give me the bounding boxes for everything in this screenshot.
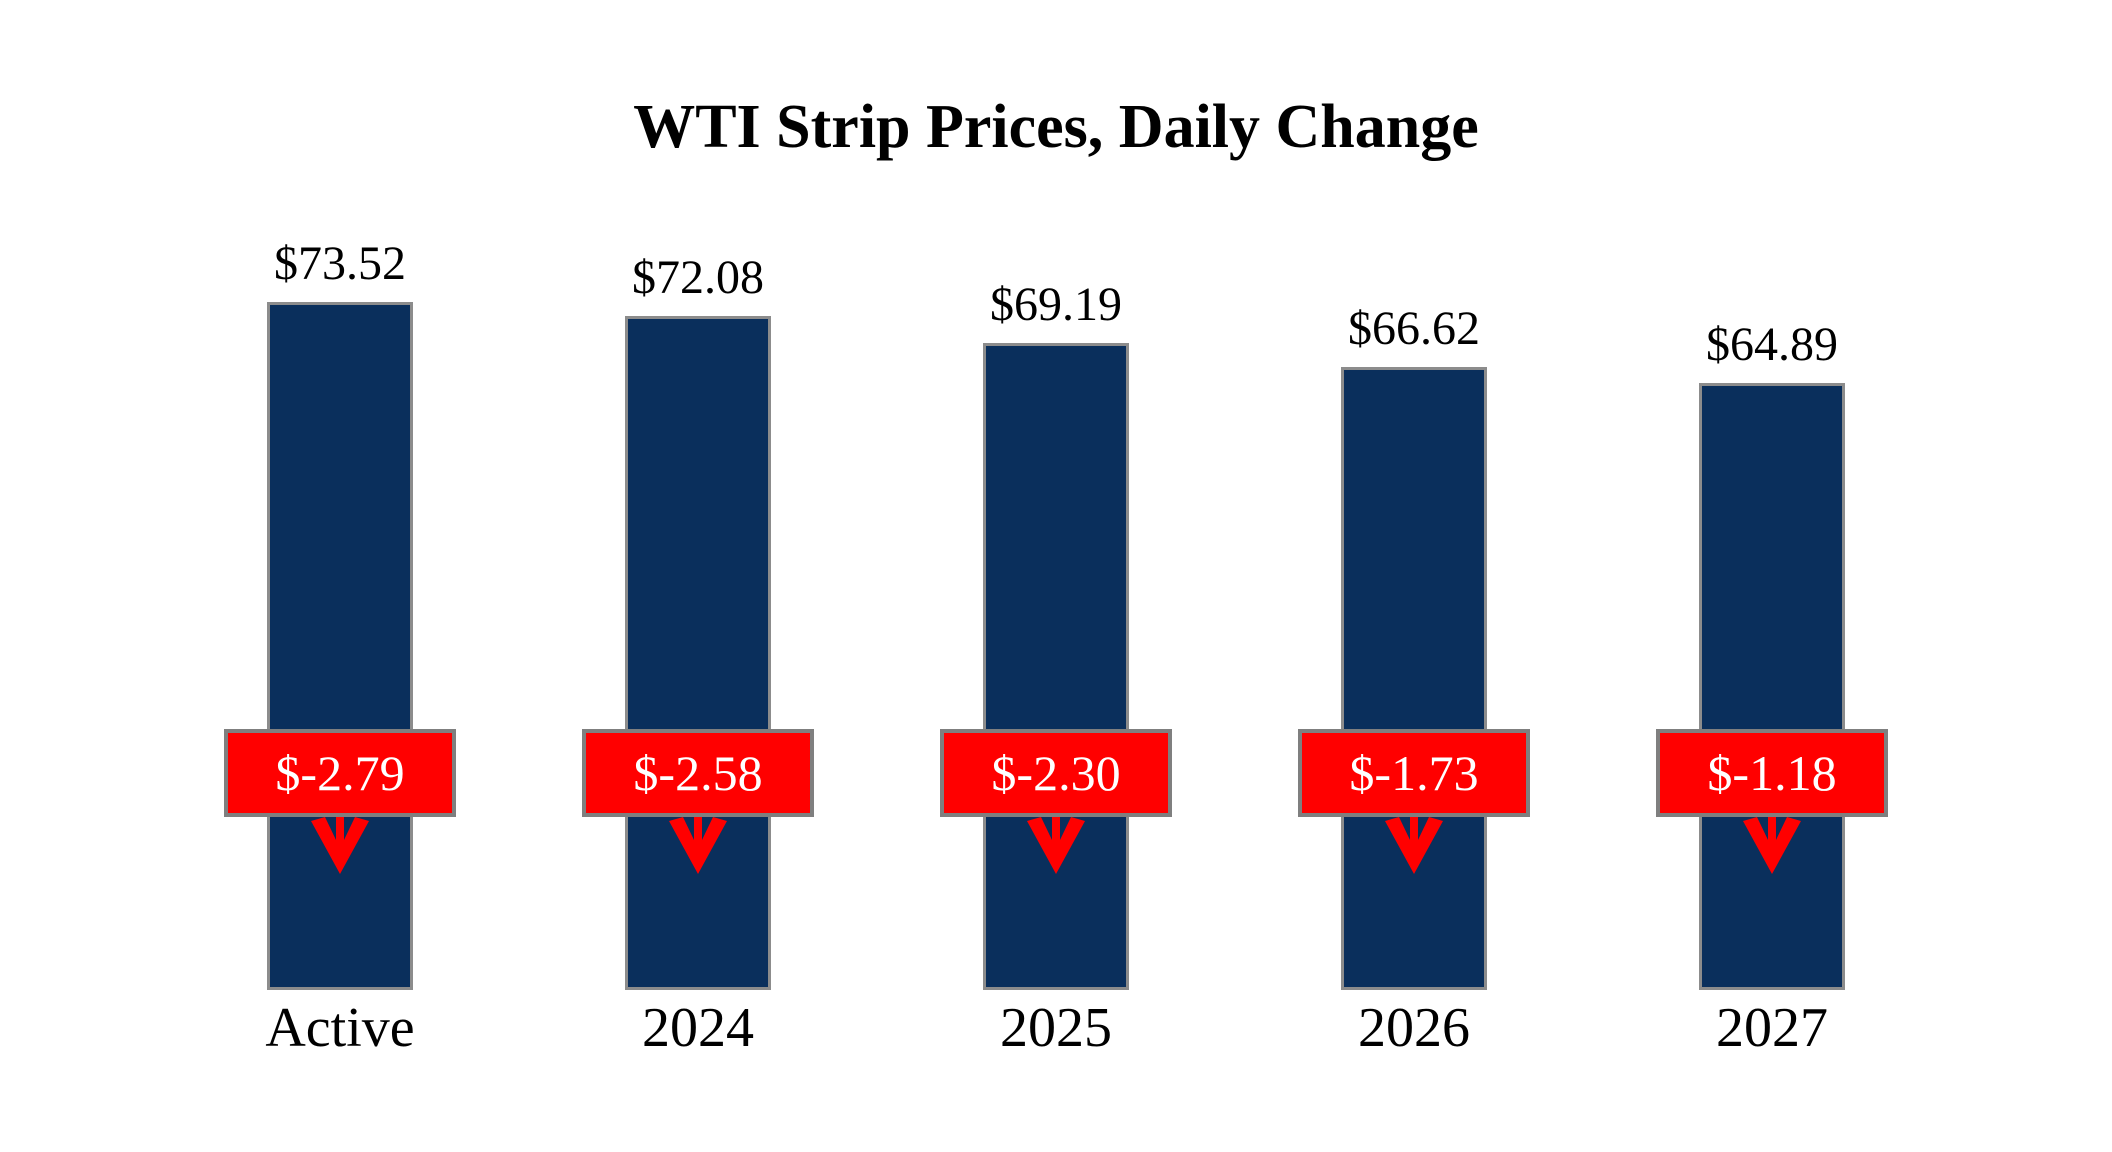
down-arrow-icon — [1385, 817, 1443, 874]
down-arrow-icon — [311, 817, 369, 874]
daily-change-value: $-1.18 — [1707, 745, 1837, 801]
bar-price-label: $69.19 — [990, 278, 1122, 331]
bar-category-label: 2025 — [1000, 997, 1112, 1059]
chart-title: WTI Strip Prices, Daily Change — [633, 93, 1479, 161]
daily-change-badge: $-1.73 — [1298, 729, 1530, 817]
price-bar — [983, 343, 1129, 990]
daily-change-badge: $-2.30 — [940, 729, 1172, 817]
bar-price-label: $73.52 — [274, 237, 406, 290]
daily-change-value: $-2.30 — [991, 745, 1121, 801]
bar-price-label: $72.08 — [632, 251, 764, 304]
price-bar — [1341, 367, 1487, 990]
bar-price-label: $66.62 — [1348, 302, 1480, 355]
bar-category-label: Active — [265, 997, 415, 1059]
price-bar — [267, 302, 413, 990]
bar-price-label: $64.89 — [1706, 318, 1838, 371]
down-arrow-icon — [1743, 817, 1801, 874]
bar-category-label: 2024 — [642, 997, 754, 1059]
daily-change-badge: $-2.58 — [582, 729, 814, 817]
down-arrow-icon — [669, 817, 727, 874]
daily-change-value: $-2.58 — [633, 745, 763, 801]
daily-change-badge: $-2.79 — [224, 729, 456, 817]
bar-category-label: 2027 — [1716, 997, 1828, 1059]
price-bar — [1699, 383, 1845, 990]
daily-change-value: $-2.79 — [275, 745, 405, 801]
daily-change-value: $-1.73 — [1349, 745, 1479, 801]
bar-category-label: 2026 — [1358, 997, 1470, 1059]
price-bar — [625, 316, 771, 990]
daily-change-badge: $-1.18 — [1656, 729, 1888, 817]
down-arrow-icon — [1027, 817, 1085, 874]
